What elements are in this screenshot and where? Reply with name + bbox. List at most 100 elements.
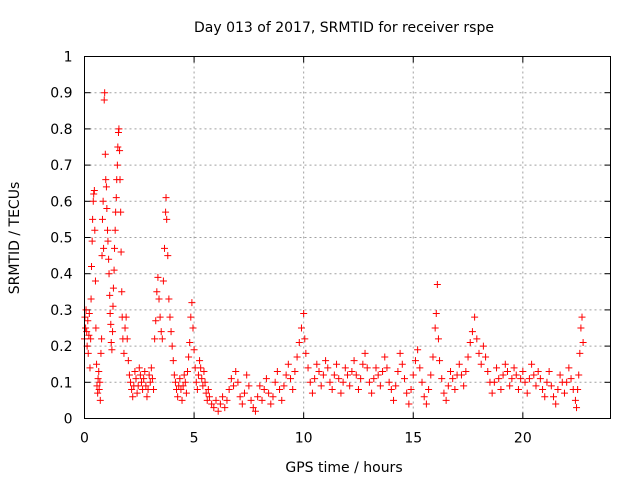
data-point bbox=[125, 371, 133, 379]
data-point bbox=[308, 389, 316, 397]
data-point bbox=[521, 378, 529, 386]
data-point bbox=[99, 197, 107, 205]
data-point bbox=[374, 371, 382, 379]
data-point bbox=[112, 194, 120, 202]
data-point bbox=[282, 371, 290, 379]
data-point bbox=[429, 353, 437, 361]
data-point bbox=[143, 393, 151, 401]
data-point bbox=[225, 386, 233, 394]
data-point bbox=[118, 288, 126, 296]
data-point bbox=[227, 375, 235, 383]
y-tick-label: 1 bbox=[64, 50, 73, 66]
data-point bbox=[431, 324, 439, 332]
data-point bbox=[490, 378, 498, 386]
data-point bbox=[471, 313, 479, 321]
data-point bbox=[153, 288, 161, 296]
data-point bbox=[194, 371, 202, 379]
x-tick-label: 0 bbox=[80, 431, 89, 447]
data-point bbox=[124, 357, 132, 365]
data-point bbox=[497, 386, 505, 394]
data-point bbox=[576, 349, 584, 357]
data-point bbox=[186, 338, 194, 346]
data-point bbox=[181, 378, 189, 386]
data-point bbox=[313, 360, 321, 368]
data-point bbox=[100, 244, 108, 252]
data-point bbox=[101, 150, 109, 158]
data-point bbox=[519, 367, 527, 375]
data-point bbox=[387, 386, 395, 394]
data-point bbox=[392, 382, 400, 390]
data-point bbox=[416, 364, 424, 372]
data-point bbox=[563, 378, 571, 386]
data-point bbox=[243, 371, 251, 379]
data-point bbox=[278, 396, 286, 404]
data-point bbox=[536, 375, 544, 383]
data-point bbox=[258, 396, 266, 404]
data-point bbox=[121, 324, 129, 332]
data-point bbox=[354, 386, 362, 394]
data-point bbox=[464, 353, 472, 361]
data-point bbox=[383, 364, 391, 372]
data-point bbox=[344, 371, 351, 379]
data-point bbox=[267, 400, 275, 408]
data-point bbox=[295, 338, 303, 346]
data-point bbox=[197, 364, 205, 372]
data-point bbox=[98, 215, 106, 223]
data-point bbox=[528, 360, 536, 368]
data-point bbox=[156, 313, 164, 321]
data-point bbox=[567, 375, 575, 383]
data-point bbox=[247, 396, 255, 404]
data-point bbox=[579, 338, 587, 346]
data-point bbox=[189, 324, 197, 332]
data-point bbox=[100, 96, 108, 104]
data-point bbox=[171, 378, 179, 386]
data-point bbox=[168, 342, 176, 350]
data-point bbox=[440, 389, 448, 397]
data-point bbox=[317, 382, 325, 390]
data-point bbox=[554, 386, 562, 394]
y-tick-label: 0.1 bbox=[50, 375, 72, 391]
data-point bbox=[297, 324, 305, 332]
data-point bbox=[136, 371, 144, 379]
data-point bbox=[91, 226, 99, 234]
data-point bbox=[210, 404, 218, 412]
data-point bbox=[102, 176, 110, 184]
data-point bbox=[517, 375, 525, 383]
data-point bbox=[363, 364, 371, 372]
data-point bbox=[352, 371, 360, 379]
data-point bbox=[204, 386, 212, 394]
data-point bbox=[460, 382, 468, 390]
data-point bbox=[376, 382, 384, 390]
data-point bbox=[116, 147, 124, 155]
data-point bbox=[141, 367, 149, 375]
data-point bbox=[475, 349, 483, 357]
y-tick-label: 0.5 bbox=[50, 231, 72, 247]
data-point bbox=[82, 324, 90, 332]
data-point bbox=[254, 393, 262, 401]
data-point bbox=[398, 360, 406, 368]
data-point bbox=[249, 404, 257, 412]
data-point bbox=[107, 338, 115, 346]
data-point bbox=[405, 400, 413, 408]
data-point bbox=[180, 371, 188, 379]
data-point bbox=[348, 367, 356, 375]
data-point bbox=[337, 389, 345, 397]
y-tick-label: 0.2 bbox=[50, 339, 72, 355]
data-point bbox=[240, 389, 248, 397]
data-point bbox=[192, 378, 200, 386]
data-point bbox=[87, 335, 95, 343]
x-tick-label: 20 bbox=[514, 431, 532, 447]
data-point bbox=[260, 386, 268, 394]
data-point bbox=[104, 237, 112, 245]
data-point bbox=[251, 407, 259, 415]
data-point bbox=[157, 328, 165, 336]
data-point bbox=[137, 378, 145, 386]
data-point bbox=[532, 382, 540, 390]
data-point bbox=[84, 349, 92, 357]
data-point bbox=[102, 183, 110, 191]
data-point bbox=[106, 291, 114, 299]
data-point bbox=[190, 346, 198, 354]
data-point bbox=[142, 382, 150, 390]
data-point bbox=[98, 335, 106, 343]
